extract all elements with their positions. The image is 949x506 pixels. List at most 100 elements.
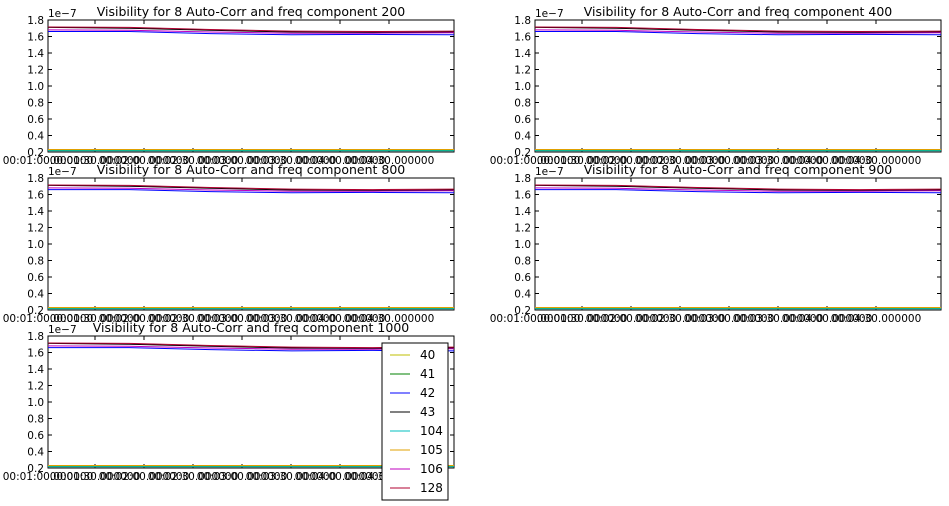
- legend: 40 41 42 43 104 105 106 128: [381, 342, 449, 501]
- y-tick-label: 1.6: [514, 190, 531, 202]
- series-line-42: [48, 31, 455, 36]
- x-tick-label: 00:04:00.000000: [295, 155, 386, 167]
- y-tick-label: 0.6: [514, 272, 531, 284]
- y-tick-label: 0.6: [27, 430, 44, 442]
- x-tick-label: 00:03:30.000000: [733, 313, 824, 325]
- y-tick-label: 0.8: [27, 414, 44, 426]
- x-tick-label: 00:03:00.000000: [197, 471, 288, 483]
- x-tick-label: 00:04:30.000000: [344, 313, 435, 325]
- series-line-43: [47, 26, 455, 33]
- y-tick-label: 1.4: [514, 206, 531, 218]
- y-tick-label: 0.4: [27, 447, 44, 459]
- legend-label-104: 104: [420, 424, 443, 438]
- axis-scale-label: 1e−7: [48, 8, 77, 20]
- series-line-42: [535, 189, 942, 194]
- x-tick-label: 00:02:30.000000: [635, 313, 726, 325]
- chart-panel-2: Visibility for 8 Auto-Corr and freq comp…: [490, 4, 942, 167]
- chart-panel-3: Visibility for 8 Auto-Corr and freq comp…: [3, 162, 455, 325]
- x-tick-label: 00:01:00.000000: [3, 155, 94, 167]
- y-tick-label: 1.2: [27, 65, 44, 77]
- series-line-43: [47, 184, 455, 191]
- y-tick-label: 0.8: [514, 256, 531, 268]
- legend-label-41: 41: [420, 367, 435, 381]
- series-line-42: [48, 189, 455, 194]
- series-line-42: [535, 31, 942, 36]
- y-tick-label: 0.6: [514, 114, 531, 126]
- legend-label-106: 106: [420, 462, 443, 476]
- x-tick-label: 00:02:00.000000: [586, 313, 677, 325]
- chart-title: Visibility for 8 Auto-Corr and freq comp…: [97, 4, 406, 19]
- y-tick-label: 0.2: [27, 463, 44, 475]
- x-tick-label: 00:03:00.000000: [197, 313, 288, 325]
- x-tick-label: 00:04:30.000000: [831, 155, 922, 167]
- x-tick-label: 00:01:30.000000: [537, 313, 628, 325]
- legend-box: [381, 342, 449, 501]
- legend-label-42: 42: [420, 386, 435, 400]
- x-tick-label: 00:03:30.000000: [246, 313, 337, 325]
- y-tick-label: 0.8: [27, 98, 44, 110]
- series-line-43: [534, 26, 942, 33]
- chart-panel-4: Visibility for 8 Auto-Corr and freq comp…: [490, 162, 942, 325]
- legend-label-43: 43: [420, 405, 435, 419]
- y-tick-label: 1.0: [514, 239, 531, 251]
- chart-title: Visibility for 8 Auto-Corr and freq comp…: [93, 320, 410, 335]
- x-tick-label: 00:03:30.000000: [733, 155, 824, 167]
- series-line-128: [534, 26, 942, 33]
- y-tick-label: 1.4: [514, 48, 531, 60]
- y-tick-label: 0.4: [27, 289, 44, 301]
- y-tick-label: 1.8: [514, 173, 531, 185]
- y-tick-label: 1.2: [514, 223, 531, 235]
- x-tick-label: 00:01:00.000000: [490, 313, 581, 325]
- x-tick-label: 00:01:00.000000: [3, 313, 94, 325]
- legend-label-128: 128: [420, 481, 443, 495]
- y-tick-label: 1.8: [27, 15, 44, 27]
- x-tick-label: 00:03:00.000000: [684, 155, 775, 167]
- x-tick-label: 00:02:30.000000: [148, 471, 239, 483]
- x-tick-label: 00:01:30.000000: [50, 471, 141, 483]
- x-tick-label: 00:01:00.000000: [490, 155, 581, 167]
- y-tick-label: 1.0: [27, 397, 44, 409]
- y-tick-label: 0.2: [514, 305, 531, 317]
- x-tick-label: 00:04:00.000000: [295, 471, 386, 483]
- chart-panel-5: Visibility for 8 Auto-Corr and freq comp…: [3, 320, 455, 501]
- y-tick-label: 1.8: [514, 15, 531, 27]
- y-tick-label: 0.4: [514, 289, 531, 301]
- series-line-128: [47, 26, 455, 33]
- series-line-128: [534, 184, 942, 191]
- series-line-106: [534, 187, 942, 192]
- x-tick-label: 00:04:00.000000: [782, 313, 873, 325]
- y-tick-label: 1.0: [514, 81, 531, 93]
- y-tick-label: 1.4: [27, 364, 44, 376]
- legend-label-40: 40: [420, 348, 435, 362]
- x-tick-label: 00:04:30.000000: [831, 313, 922, 325]
- plot-area: [47, 177, 455, 311]
- x-tick-label: 00:02:30.000000: [148, 313, 239, 325]
- chart-panel-1: Visibility for 8 Auto-Corr and freq comp…: [3, 4, 455, 167]
- plot-area: [534, 19, 942, 153]
- chart-title: Visibility for 8 Auto-Corr and freq comp…: [584, 4, 893, 19]
- y-tick-label: 0.2: [514, 147, 531, 159]
- x-tick-label: 00:03:30.000000: [246, 471, 337, 483]
- series-line-128: [47, 184, 455, 191]
- series-line-106: [47, 29, 455, 34]
- axis-scale-label: 1e−7: [48, 324, 77, 336]
- y-tick-label: 1.2: [514, 65, 531, 77]
- y-tick-label: 1.6: [27, 190, 44, 202]
- plot-area: [534, 177, 942, 311]
- x-tick-label: 00:02:00.000000: [586, 155, 677, 167]
- x-tick-label: 00:01:00.000000: [3, 471, 94, 483]
- y-tick-label: 0.4: [27, 131, 44, 143]
- x-tick-label: 00:03:00.000000: [684, 313, 775, 325]
- x-tick-label: 00:01:30.000000: [537, 155, 628, 167]
- y-tick-label: 1.2: [27, 223, 44, 235]
- chart-title: Visibility for 8 Auto-Corr and freq comp…: [584, 162, 893, 177]
- series-line-106: [47, 187, 455, 192]
- y-tick-label: 1.4: [27, 48, 44, 60]
- chart-title: Visibility for 8 Auto-Corr and freq comp…: [97, 162, 406, 177]
- y-tick-label: 0.6: [27, 114, 44, 126]
- x-tick-label: 00:03:30.000000: [246, 155, 337, 167]
- x-tick-label: 00:04:30.000000: [344, 155, 435, 167]
- series-line-43: [534, 184, 942, 191]
- axis-scale-label: 1e−7: [48, 166, 77, 178]
